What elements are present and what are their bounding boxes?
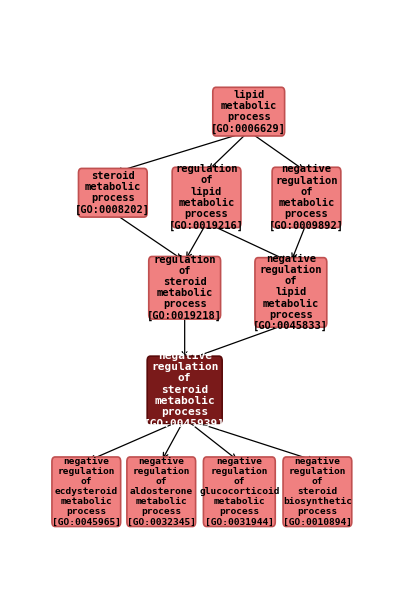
Text: negative
regulation
of
aldosterone
metabolic
process
[GO:0032345]: negative regulation of aldosterone metab… [127,457,196,526]
Text: negative
regulation
of
lipid
metabolic
process
[GO:0045833]: negative regulation of lipid metabolic p… [253,253,328,331]
FancyBboxPatch shape [272,167,341,228]
Text: negative
regulation
of
ecdysteroid
metabolic
process
[GO:0045965]: negative regulation of ecdysteroid metab… [52,457,121,526]
FancyBboxPatch shape [283,457,352,527]
FancyBboxPatch shape [204,457,275,527]
FancyBboxPatch shape [52,457,120,527]
Text: negative
regulation
of
glucocorticoid
metabolic
process
[GO:0031944]: negative regulation of glucocorticoid me… [199,457,280,526]
FancyBboxPatch shape [147,356,222,423]
Text: steroid
metabolic
process
[GO:0008202]: steroid metabolic process [GO:0008202] [75,171,150,215]
FancyBboxPatch shape [127,457,195,527]
Text: negative
regulation
of
steroid
biosynthetic
process
[GO:0010894]: negative regulation of steroid biosynthe… [283,457,352,526]
Text: regulation
of
steroid
metabolic
process
[GO:0019218]: regulation of steroid metabolic process … [147,255,222,321]
Text: negative
regulation
of
steroid
metabolic
process
[GO:0045939]: negative regulation of steroid metabolic… [144,351,225,429]
FancyBboxPatch shape [149,256,220,319]
FancyBboxPatch shape [79,169,147,217]
Text: lipid
metabolic
process
[GO:0006629]: lipid metabolic process [GO:0006629] [211,90,286,134]
Text: regulation
of
lipid
metabolic
process
[GO:0019216]: regulation of lipid metabolic process [G… [169,164,244,231]
Text: negative
regulation
of
metabolic
process
[GO:0009892]: negative regulation of metabolic process… [269,164,344,231]
FancyBboxPatch shape [172,167,241,228]
FancyBboxPatch shape [255,258,327,327]
FancyBboxPatch shape [213,87,285,136]
